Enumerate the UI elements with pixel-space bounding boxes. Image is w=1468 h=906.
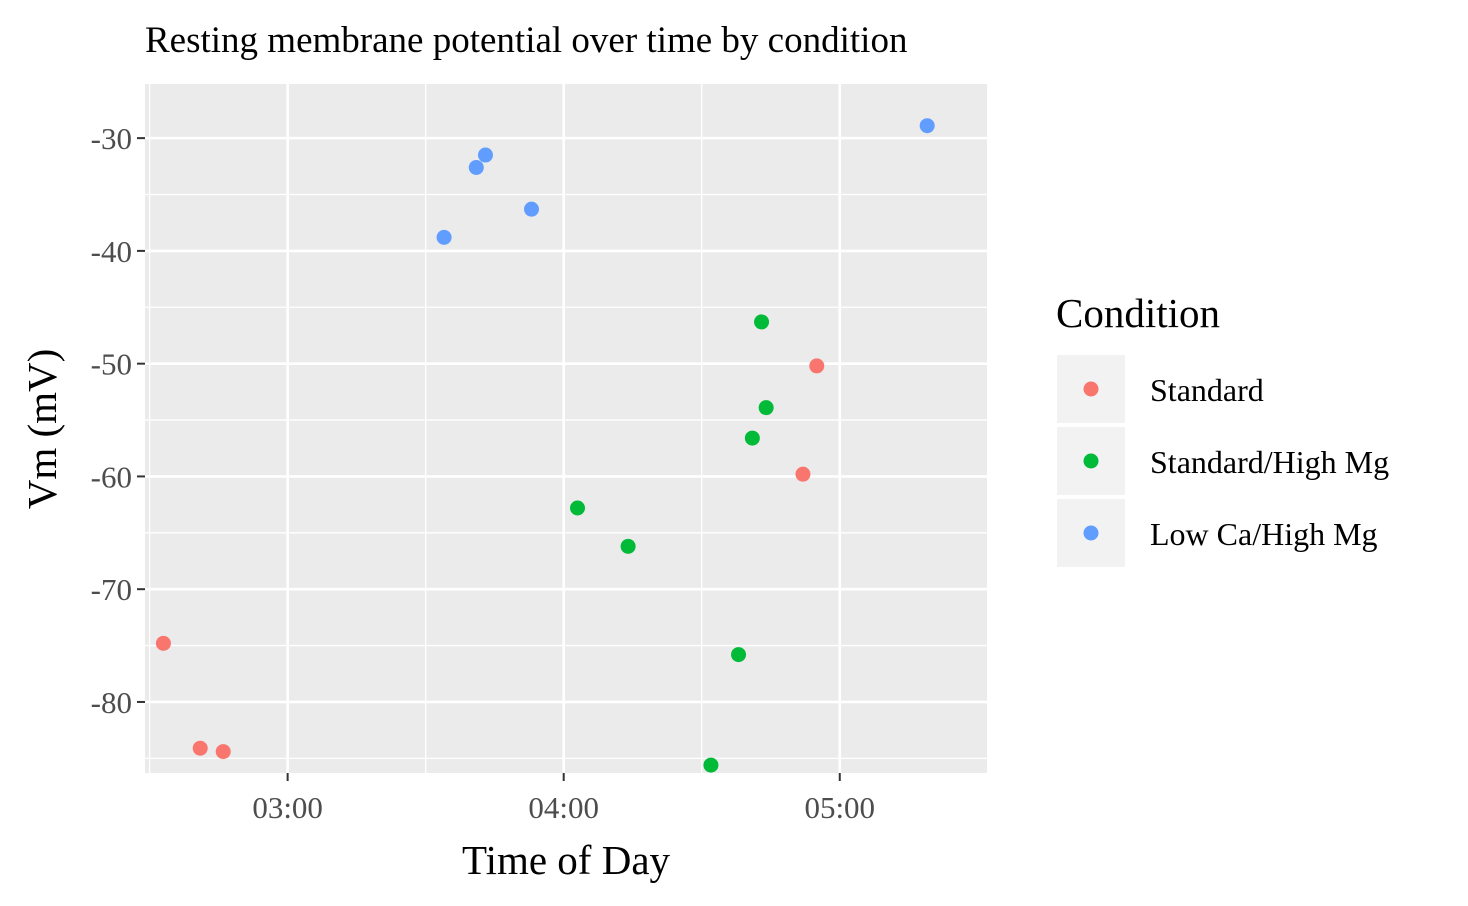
plot-panel [145,84,987,773]
data-point [809,358,825,374]
data-point [155,635,171,651]
data-point [744,430,760,446]
data-point [570,500,586,516]
data-point [620,538,636,554]
y-tick-label: -30 [91,121,132,156]
x-axis: 03:00 04:00 05:00 [252,773,875,825]
x-tick-label: 05:00 [804,790,875,825]
legend-label: Low Ca/High Mg [1150,516,1378,552]
y-tick-label: -50 [91,347,132,382]
y-tick-label: -60 [91,459,132,494]
x-tick-label: 03:00 [252,790,323,825]
legend: Condition Standard Standard/High Mg Low Ca… [1056,290,1389,567]
legend-keys: Standard Standard/High Mg Low Ca/High Mg [1057,355,1389,567]
data-point [731,647,747,663]
data-point [468,159,484,175]
legend-title: Condition [1056,290,1220,336]
data-points [155,118,935,773]
data-point [703,757,719,773]
y-axis: -80 -70 -60 -50 -40 -30 [91,121,145,720]
chart-title: Resting membrane potential over time by … [145,20,907,61]
data-point [477,147,493,163]
data-point [919,118,935,134]
legend-label: Standard/High Mg [1150,444,1389,480]
legend-marker [1083,453,1099,469]
legend-marker [1083,525,1099,541]
x-axis-title: Time of Day [462,837,671,883]
data-point [795,466,811,482]
data-point [215,744,231,760]
y-tick-label: -70 [91,572,132,607]
data-point [758,400,774,416]
data-point [754,314,770,330]
y-axis-title: Vm (mV) [19,349,65,510]
data-point [436,229,452,245]
minor-gridlines [145,84,987,773]
legend-label: Standard [1150,372,1264,408]
y-tick-label: -80 [91,685,132,720]
data-point [192,740,208,756]
x-tick-label: 04:00 [528,790,599,825]
legend-marker [1083,381,1099,397]
y-tick-label: -40 [91,234,132,269]
major-gridlines [145,84,987,773]
data-point [523,201,539,217]
